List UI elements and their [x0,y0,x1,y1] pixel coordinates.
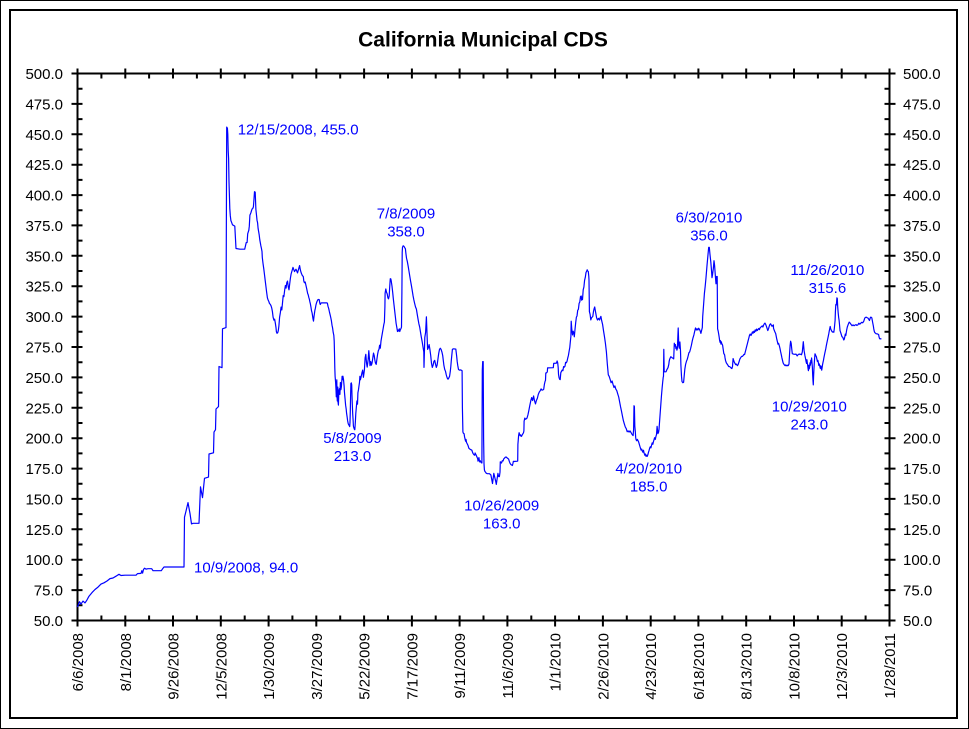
svg-text:400.0: 400.0 [25,188,63,205]
svg-text:213.0: 213.0 [334,448,372,465]
svg-text:2/26/2010: 2/26/2010 [595,633,612,700]
svg-text:300.0: 300.0 [903,309,941,326]
svg-text:1/28/2011: 1/28/2011 [882,633,899,699]
svg-text:350.0: 350.0 [25,248,63,265]
svg-text:275.0: 275.0 [903,340,941,357]
svg-text:425.0: 425.0 [25,157,63,174]
svg-text:125.0: 125.0 [903,522,941,539]
svg-text:325.0: 325.0 [903,279,941,296]
svg-text:200.0: 200.0 [25,431,63,448]
svg-text:75.0: 75.0 [34,583,63,600]
svg-text:6/6/2008: 6/6/2008 [70,633,87,691]
svg-text:350.0: 350.0 [903,248,941,265]
svg-text:7/17/2009: 7/17/2009 [404,633,421,700]
svg-text:50.0: 50.0 [34,613,63,630]
svg-text:150.0: 150.0 [25,491,63,508]
svg-text:5/8/2009: 5/8/2009 [323,430,381,447]
svg-text:175.0: 175.0 [903,461,941,478]
svg-text:6/18/2010: 6/18/2010 [691,633,708,700]
svg-text:3/27/2009: 3/27/2009 [309,633,326,700]
svg-text:356.0: 356.0 [690,228,728,245]
svg-text:175.0: 175.0 [25,461,63,478]
svg-text:5/22/2009: 5/22/2009 [357,633,374,700]
svg-text:425.0: 425.0 [903,157,941,174]
svg-text:9/11/2009: 9/11/2009 [452,633,469,699]
svg-text:12/5/2008: 12/5/2008 [213,633,230,700]
svg-text:75.0: 75.0 [903,583,932,600]
svg-text:6/30/2010: 6/30/2010 [676,210,743,227]
svg-text:375.0: 375.0 [25,218,63,235]
svg-text:163.0: 163.0 [483,516,521,533]
svg-text:250.0: 250.0 [25,370,63,387]
svg-text:10/8/2010: 10/8/2010 [787,633,804,700]
svg-text:185.0: 185.0 [630,479,668,496]
svg-text:250.0: 250.0 [903,370,941,387]
svg-text:225.0: 225.0 [25,400,63,417]
svg-text:12/3/2010: 12/3/2010 [834,633,851,700]
svg-text:4/20/2010: 4/20/2010 [615,461,682,478]
svg-text:315.6: 315.6 [809,280,847,297]
svg-text:400.0: 400.0 [903,188,941,205]
svg-text:475.0: 475.0 [903,96,941,113]
svg-text:450.0: 450.0 [903,127,941,144]
svg-text:California Municipal CDS: California Municipal CDS [358,29,608,52]
svg-text:500.0: 500.0 [903,66,941,83]
svg-text:358.0: 358.0 [387,223,425,240]
svg-text:9/26/2008: 9/26/2008 [166,633,183,700]
svg-text:225.0: 225.0 [903,400,941,417]
svg-text:11/6/2009: 11/6/2009 [500,633,517,699]
svg-text:325.0: 325.0 [25,279,63,296]
svg-text:7/8/2009: 7/8/2009 [377,205,435,222]
svg-text:200.0: 200.0 [903,431,941,448]
svg-text:300.0: 300.0 [25,309,63,326]
svg-text:275.0: 275.0 [25,340,63,357]
svg-text:100.0: 100.0 [25,552,63,569]
svg-text:1/30/2009: 1/30/2009 [261,633,278,700]
svg-text:100.0: 100.0 [903,552,941,569]
svg-text:11/26/2010: 11/26/2010 [790,262,864,279]
svg-text:10/29/2010: 10/29/2010 [772,399,847,416]
svg-text:12/15/2008, 455.0: 12/15/2008, 455.0 [238,122,359,139]
svg-text:10/26/2009: 10/26/2009 [464,498,539,515]
svg-text:450.0: 450.0 [25,127,63,144]
svg-text:10/9/2008, 94.0: 10/9/2008, 94.0 [194,560,298,577]
svg-text:1/1/2010: 1/1/2010 [548,633,565,691]
svg-text:4/23/2010: 4/23/2010 [643,633,660,700]
svg-text:8/13/2010: 8/13/2010 [739,633,756,700]
svg-text:125.0: 125.0 [25,522,63,539]
svg-text:243.0: 243.0 [791,417,829,434]
svg-text:50.0: 50.0 [903,613,932,630]
svg-text:375.0: 375.0 [903,218,941,235]
svg-text:500.0: 500.0 [25,66,63,83]
svg-text:475.0: 475.0 [25,96,63,113]
svg-text:8/1/2008: 8/1/2008 [118,633,135,691]
svg-text:150.0: 150.0 [903,491,941,508]
